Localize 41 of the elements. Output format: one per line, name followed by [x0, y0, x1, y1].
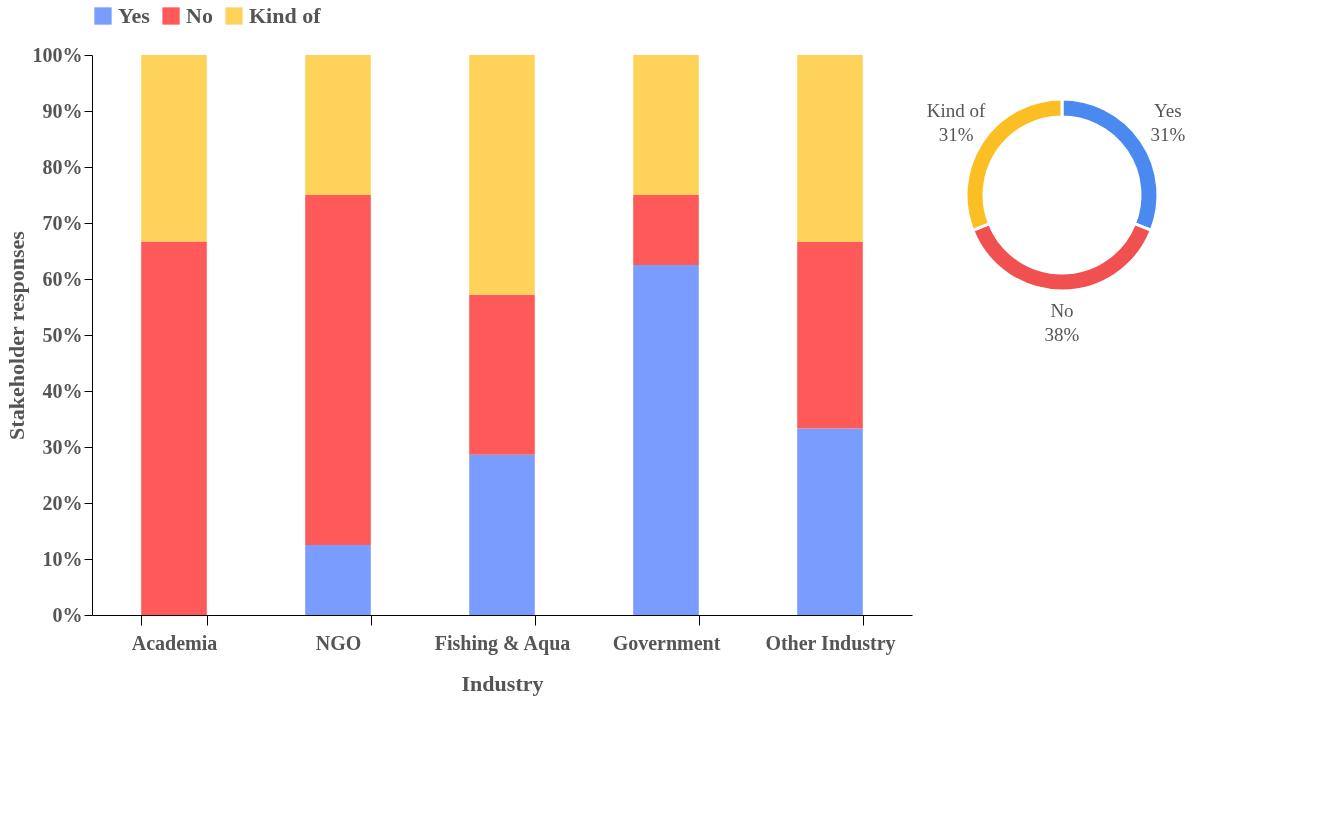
- slice-label: Kind of: [926, 100, 987, 122]
- x-axis-title: Industry: [461, 670, 544, 696]
- y-tick-label: 90%: [42, 99, 83, 122]
- y-tick-label: 0%: [52, 603, 83, 626]
- bar: [797, 428, 863, 615]
- bar: [797, 55, 863, 243]
- bar: [469, 55, 535, 295]
- bar: [633, 265, 699, 615]
- y-tick-label: 50%: [42, 323, 83, 346]
- legend-label: Yes: [118, 3, 151, 28]
- x-tick-label: Fishing & Aqua: [434, 631, 571, 655]
- y-tick-label: 10%: [42, 547, 83, 570]
- y-tick-label: 80%: [42, 155, 83, 178]
- bar: [305, 545, 371, 615]
- x-tick-label: NGO: [315, 631, 362, 654]
- y-tick-label: 100%: [32, 43, 83, 66]
- slice-label: Yes: [1154, 100, 1182, 122]
- legend-label: No: [186, 3, 213, 28]
- bar: [633, 55, 699, 195]
- bar: [141, 55, 207, 242]
- x-tick-label: Government: [612, 631, 721, 654]
- y-tick-label: 70%: [42, 211, 83, 234]
- bar: [633, 195, 699, 265]
- data-label: 31%: [1150, 124, 1186, 146]
- bar: [141, 241, 207, 615]
- bar: [305, 55, 371, 195]
- y-tick-label: 30%: [42, 435, 83, 458]
- x-tick-label: Other Industry: [765, 631, 896, 655]
- bar: [305, 195, 371, 545]
- data-label: 31%: [938, 124, 974, 146]
- y-tick-label: 60%: [42, 267, 83, 290]
- bar: [797, 242, 863, 429]
- y-axis-title: Stakeholder responses: [3, 230, 29, 440]
- y-tick-label: 20%: [42, 491, 83, 514]
- data-label: 38%: [1044, 324, 1080, 345]
- y-tick-label: 40%: [42, 379, 83, 402]
- legend-label: Kind of: [249, 3, 322, 28]
- bar: [469, 294, 535, 455]
- slice-label: No: [1050, 300, 1074, 321]
- bar: [469, 454, 535, 615]
- x-tick-label: Academia: [131, 631, 218, 654]
